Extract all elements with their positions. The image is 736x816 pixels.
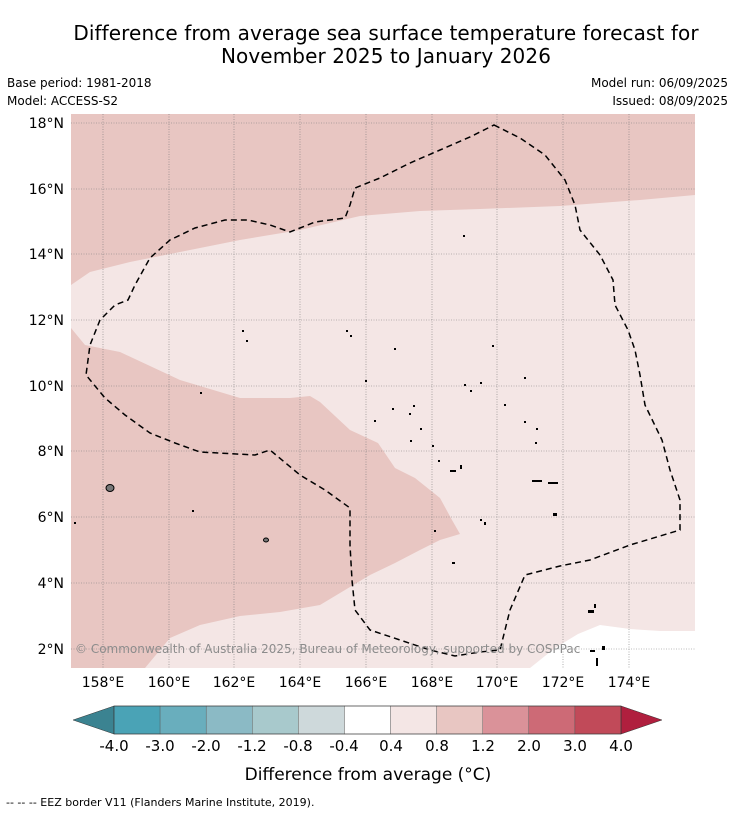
colorbar-swatch xyxy=(205,705,253,735)
metadata-right: Model run: 06/09/2025 Issued: 08/09/2025 xyxy=(591,74,728,110)
lat-label: 6°N xyxy=(38,510,64,526)
eez-border-line xyxy=(85,124,681,657)
colorbar-swatch xyxy=(574,705,622,735)
anomaly-region-north xyxy=(71,114,695,285)
colorbar-swatch xyxy=(482,705,530,735)
lat-label: 18°N xyxy=(29,116,64,132)
colorbar-swatch xyxy=(436,705,483,735)
colorbar-tick-label: 4.0 xyxy=(609,737,633,755)
colorbar-swatch xyxy=(344,705,391,735)
colorbar-under-arrow xyxy=(72,705,115,735)
lon-label: 158°E xyxy=(82,675,125,691)
colorbar-swatches xyxy=(113,705,622,735)
anomaly-region-southeast-white xyxy=(530,625,695,668)
map-area: © Commonwealth of Australia 2025, Bureau… xyxy=(71,114,695,668)
chart-title: Difference from average sea surface temp… xyxy=(0,22,736,68)
lat-label: 4°N xyxy=(38,576,64,592)
colorbar-tick-label: -4.0 xyxy=(99,737,128,755)
model-run: Model run: 06/09/2025 xyxy=(590,76,728,90)
colorbar-tick-label: -1.2 xyxy=(237,737,266,755)
colorbar-swatch xyxy=(252,705,299,735)
lon-label: 170°E xyxy=(476,675,519,691)
anomaly-region-southwest xyxy=(71,328,460,668)
colorbar: -4.0 -3.0 -2.0 -1.2 -0.8 -0.4 0.4 0.8 1.… xyxy=(72,705,663,785)
base-period: Base period: 1981-2018 xyxy=(7,76,152,90)
colorbar-tick-label: -2.0 xyxy=(191,737,220,755)
copyright-watermark: © Commonwealth of Australia 2025, Bureau… xyxy=(75,642,580,656)
colorbar-swatch xyxy=(113,705,161,735)
colorbar-outline xyxy=(113,705,622,735)
model-name: Model: ACCESS-S2 xyxy=(7,94,119,108)
title-line-1: Difference from average sea surface temp… xyxy=(73,21,699,45)
title-line-2: November 2025 to January 2026 xyxy=(220,44,552,68)
lon-label: 162°E xyxy=(213,675,256,691)
colorbar-tick-label: 3.0 xyxy=(563,737,587,755)
lat-label: 16°N xyxy=(29,182,64,198)
colorbar-tick-label: 0.8 xyxy=(425,737,449,755)
colorbar-swatch xyxy=(390,705,437,735)
lat-label: 14°N xyxy=(29,247,64,263)
lon-label: 168°E xyxy=(411,675,454,691)
colorbar-tick-label: -3.0 xyxy=(145,737,174,755)
longitude-labels: 158°E 160°E 162°E 164°E 166°E 168°E 170°… xyxy=(82,675,651,691)
lon-label: 174°E xyxy=(608,675,651,691)
lat-label: 12°N xyxy=(29,313,64,329)
colorbar-swatch xyxy=(298,705,345,735)
lon-label: 172°E xyxy=(542,675,585,691)
islands xyxy=(74,235,605,666)
lat-label: 10°N xyxy=(29,379,64,395)
colorbar-swatch xyxy=(528,705,576,735)
colorbar-label: Difference from average (°C) xyxy=(245,765,492,785)
lon-label: 166°E xyxy=(345,675,388,691)
colorbar-tick-label: -0.8 xyxy=(283,737,312,755)
colorbar-swatch xyxy=(159,705,207,735)
colorbar-tick-label: 2.0 xyxy=(517,737,541,755)
lon-label: 164°E xyxy=(279,675,322,691)
colorbar-over-arrow xyxy=(620,705,663,735)
colorbar-tick-label: 0.4 xyxy=(379,737,403,755)
metadata-left: Base period: 1981-2018 Model: ACCESS-S2 xyxy=(7,74,152,110)
lat-label: 2°N xyxy=(38,642,64,658)
lon-label: 160°E xyxy=(148,675,191,691)
colorbar-tick-label: 1.2 xyxy=(471,737,495,755)
colorbar-ticks: -4.0 -3.0 -2.0 -1.2 -0.8 -0.4 0.4 0.8 1.… xyxy=(99,737,633,755)
lat-label: 8°N xyxy=(38,444,64,460)
issued-date: Issued: 08/09/2025 xyxy=(612,94,728,108)
eez-legend: -- -- -- EEZ border V11 (Flanders Marine… xyxy=(6,796,315,809)
colorbar-tick-label: -0.4 xyxy=(329,737,358,755)
latitude-labels: 18°N 16°N 14°N 12°N 10°N 8°N 6°N 4°N 2°N xyxy=(29,116,64,658)
graticule xyxy=(71,114,695,668)
